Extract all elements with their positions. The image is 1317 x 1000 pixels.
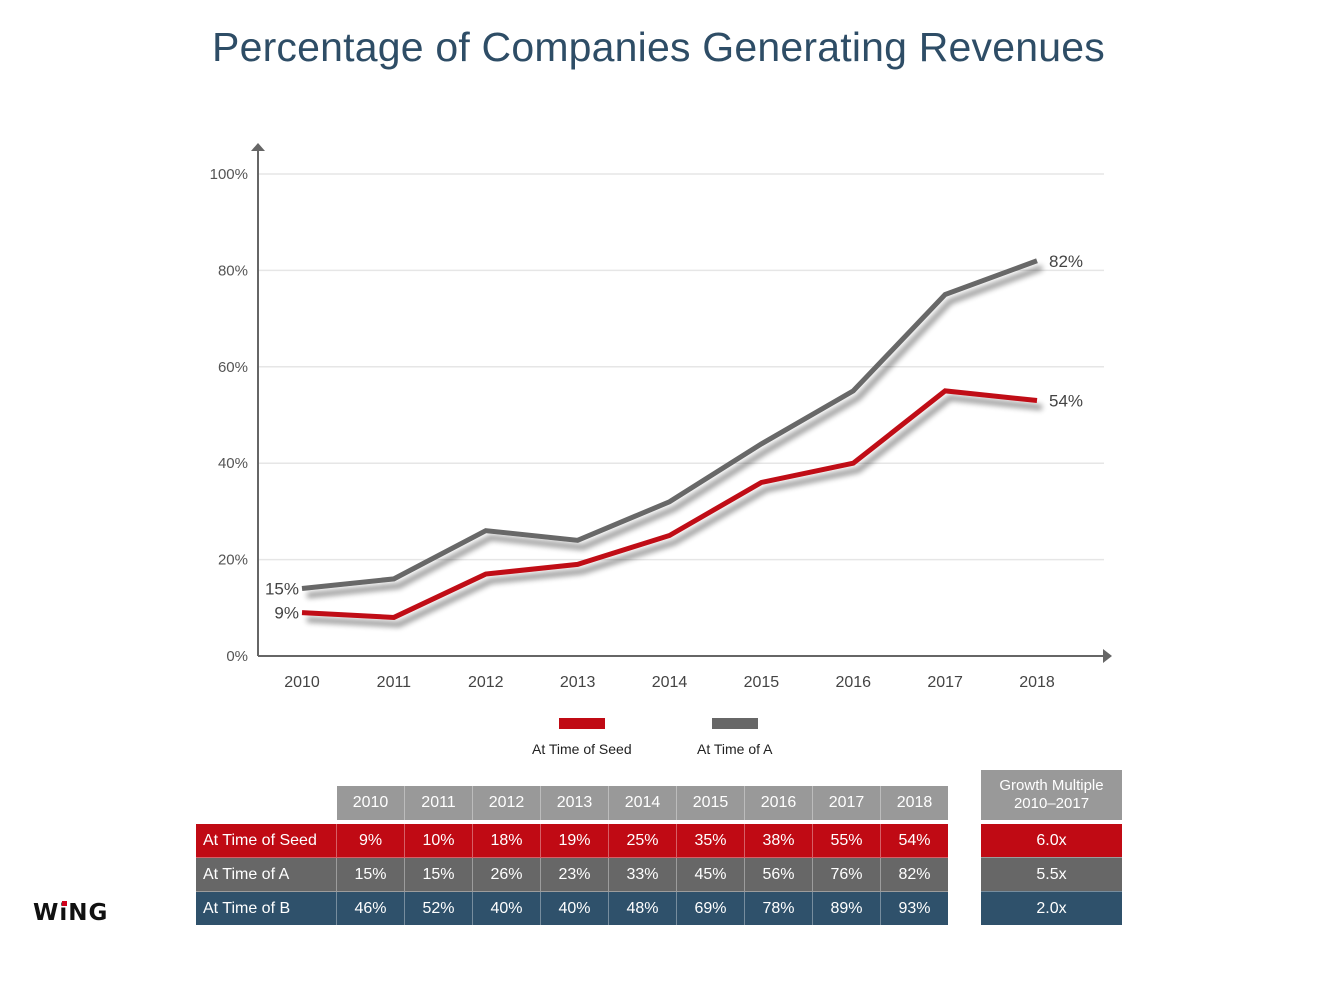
y-axis-arrow-icon — [251, 143, 265, 151]
line-chart: 0% 20% 40% 60% 80% 100% 2010 2011 2012 2013 2014 20… — [210, 143, 1112, 691]
table-year-header: 2011 — [404, 786, 473, 824]
start-data-label: 9% — [274, 604, 299, 623]
table-cell: 40% — [540, 891, 609, 925]
x-tick-label: 2015 — [744, 674, 780, 691]
growth-multiple-panel: Growth Multiple 2010–2017 6.0x 5.5x 2.0x — [981, 770, 1122, 925]
x-axis-arrow-icon — [1103, 649, 1112, 663]
table-cell: 15% — [404, 857, 473, 892]
table-cell: 40% — [472, 891, 541, 925]
y-tick-label: 80% — [218, 262, 248, 279]
table-year-header: 2013 — [540, 786, 609, 824]
table-cell: 10% — [404, 821, 473, 858]
table-cell: 33% — [608, 857, 677, 892]
table-cell: 35% — [676, 821, 745, 858]
table-year-header: 2015 — [676, 786, 745, 824]
x-tick-label: 2018 — [1019, 674, 1055, 691]
growth-multiple-header: Growth Multiple 2010–2017 — [981, 770, 1122, 820]
table-cell: 54% — [880, 821, 948, 858]
table-row-seed: At Time of Seed 9% 10% 18% 19% 25% 35% 3… — [196, 821, 948, 858]
table-cell: 45% — [676, 857, 745, 892]
end-data-label: 82% — [1049, 252, 1083, 271]
legend-item-a: At Time of A — [697, 718, 772, 757]
legend-swatch-a — [711, 718, 758, 729]
x-tick-label: 2014 — [652, 674, 688, 691]
x-tick-label: 2011 — [377, 674, 412, 691]
table-year-header: 2018 — [880, 786, 948, 824]
table-cell: 26% — [472, 857, 541, 892]
table-cell: 25% — [608, 821, 677, 858]
table-cell: 23% — [540, 857, 609, 892]
growth-multiple-period: 2010–2017 — [1013, 795, 1090, 812]
table-row-b: At Time of B 46% 52% 40% 40% 48% 69% 78%… — [196, 891, 948, 925]
end-data-label: 54% — [1049, 392, 1083, 411]
wing-logo: Wi NG — [33, 900, 108, 926]
table-year-header: 2012 — [472, 786, 541, 824]
x-tick-label: 2010 — [284, 674, 320, 691]
y-tick-label: 0% — [226, 648, 248, 665]
logo-i-glyph: i — [59, 900, 69, 926]
growth-multiple-title: Growth Multiple — [999, 777, 1104, 794]
table-cell: 93% — [880, 891, 948, 925]
table-row-a: At Time of A 15% 15% 26% 23% 33% 45% 56%… — [196, 857, 948, 892]
row-label: At Time of B — [196, 891, 337, 925]
row-label: At Time of A — [196, 857, 337, 892]
y-tick-label: 20% — [218, 552, 248, 569]
series-line-at-time-of-a — [301, 258, 1038, 592]
row-label: At Time of Seed — [196, 821, 337, 858]
y-tick-label: 40% — [218, 455, 248, 472]
growth-multiple-seed: 6.0x — [981, 824, 1122, 857]
x-tick-label: 2016 — [835, 674, 871, 691]
legend-label-seed: At Time of Seed — [532, 741, 632, 757]
table-cell: 52% — [404, 891, 473, 925]
table-cell: 55% — [812, 821, 881, 858]
growth-multiple-b: 2.0x — [981, 891, 1122, 925]
table-corner — [196, 786, 337, 824]
logo-text-i: i — [59, 900, 68, 926]
legend-label-a: At Time of A — [697, 741, 773, 757]
table-cell: 15% — [336, 857, 405, 892]
table-year-header: 2010 — [336, 786, 405, 824]
table-cell: 78% — [744, 891, 813, 925]
table-cell: 9% — [336, 821, 405, 858]
logo-text-w: W — [33, 900, 60, 926]
table-cell: 18% — [472, 821, 541, 858]
start-data-label: 15% — [265, 580, 299, 599]
x-tick-label: 2012 — [468, 674, 504, 691]
table-header-row: 2010 2011 2012 2013 2014 2015 2016 2017 … — [196, 786, 948, 824]
y-tick-label: 100% — [210, 166, 248, 183]
table-cell: 82% — [880, 857, 948, 892]
x-tick-label: 2013 — [560, 674, 596, 691]
table-cell: 48% — [608, 891, 677, 925]
table-cell: 76% — [812, 857, 881, 892]
table-year-header: 2016 — [744, 786, 813, 824]
table-cell: 19% — [540, 821, 609, 858]
table-year-header: 2014 — [608, 786, 677, 824]
table-cell: 56% — [744, 857, 813, 892]
data-table: 2010 2011 2012 2013 2014 2015 2016 2017 … — [196, 786, 948, 925]
chart-title: Percentage of Companies Generating Reven… — [212, 24, 1105, 70]
y-tick-label: 60% — [218, 359, 248, 376]
table-year-header: 2017 — [812, 786, 881, 824]
logo-i-dot — [61, 901, 67, 906]
table-cell: 38% — [744, 821, 813, 858]
legend-item-seed: At Time of Seed — [532, 718, 632, 757]
table-cell: 69% — [676, 891, 745, 925]
growth-multiple-a: 5.5x — [981, 857, 1122, 891]
table-cell: 89% — [812, 891, 881, 925]
logo-text-ng: NG — [68, 900, 109, 926]
x-tick-label: 2017 — [927, 674, 963, 691]
legend-swatch-seed — [558, 718, 605, 729]
table-cell: 46% — [336, 891, 405, 925]
